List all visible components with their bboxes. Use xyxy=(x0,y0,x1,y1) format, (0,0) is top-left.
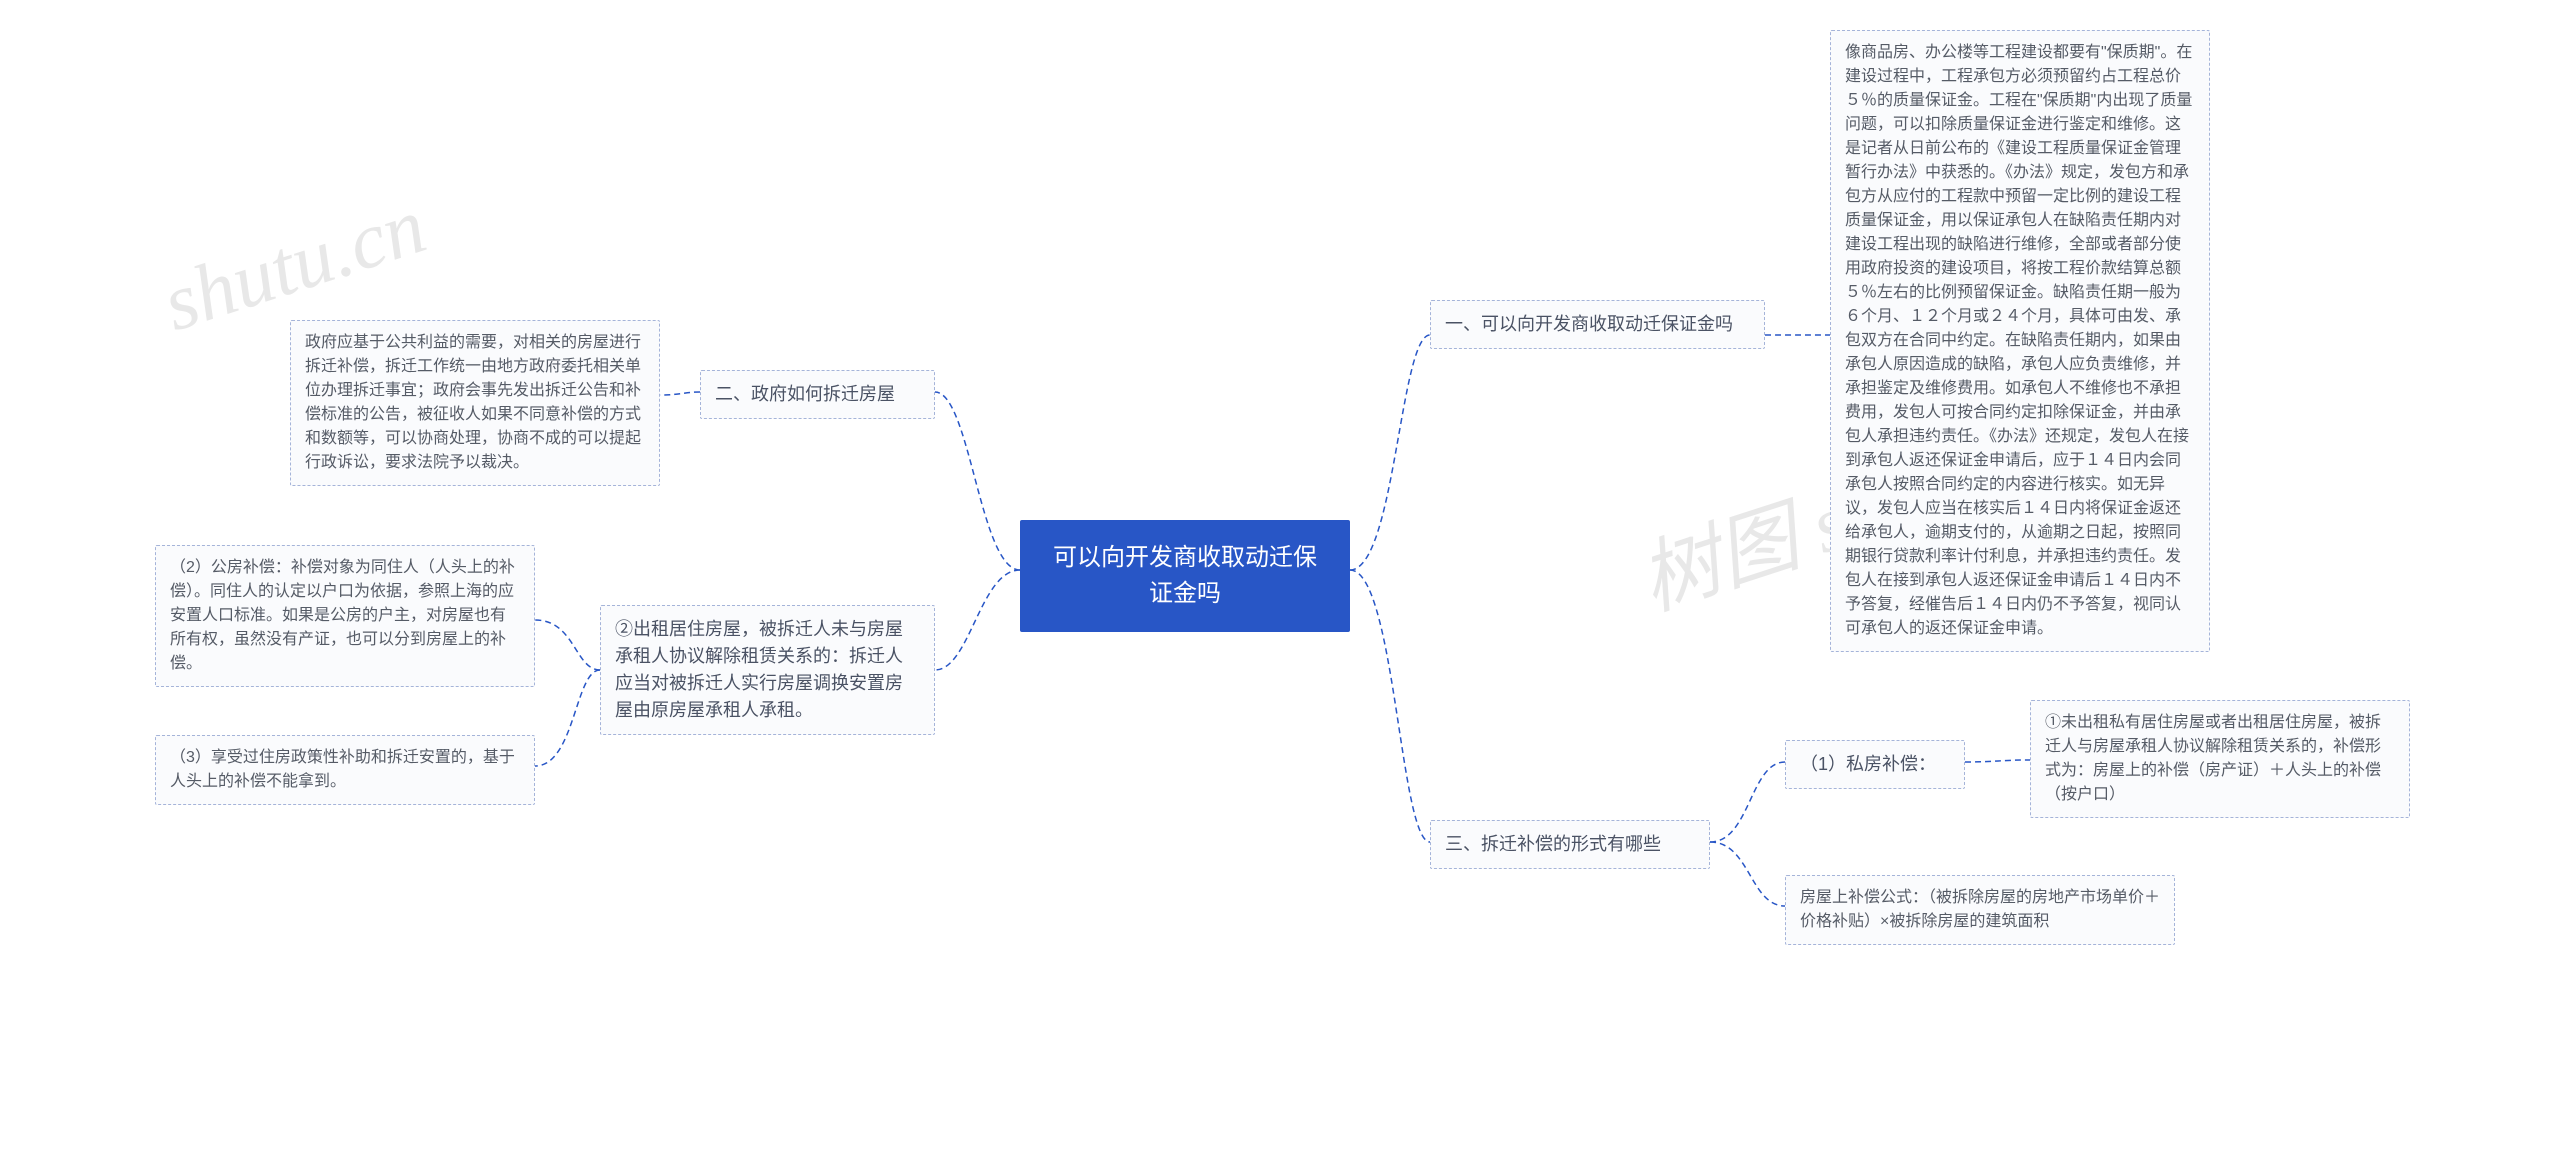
node-private-house-comp: （1）私房补偿： xyxy=(1785,740,1965,789)
branch-comp-forms: 三、拆迁补偿的形式有哪些 xyxy=(1430,820,1710,869)
branch-rental-house: ②出租居住房屋，被拆迁人未与房屋承租人协议解除租赁关系的：拆迁人应当对被拆迁人实… xyxy=(600,605,935,735)
branch-deposit-question: 一、可以向开发商收取动迁保证金吗 xyxy=(1430,300,1765,349)
leaf-private-comp-detail: ①未出租私有居住房屋或者出租居住房屋，被拆迁人与房屋承租人协议解除租赁关系的，补… xyxy=(2030,700,2410,818)
leaf-deposit-detail: 像商品房、办公楼等工程建设都要有"保质期"。在建设过程中，工程承包方必须预留约占… xyxy=(1830,30,2210,652)
root-node: 可以向开发商收取动迁保证金吗 xyxy=(1020,520,1350,632)
leaf-comp-formula: 房屋上补偿公式：（被拆除房屋的房地产市场单价＋价格补贴）×被拆除房屋的建筑面积 xyxy=(1785,875,2175,945)
leaf-policy-subsidy: （3）享受过住房政策性补助和拆迁安置的，基于人头上的补偿不能拿到。 xyxy=(155,735,535,805)
branch-gov-demolition: 二、政府如何拆迁房屋 xyxy=(700,370,935,419)
leaf-public-house-comp: （2）公房补偿：补偿对象为同住人（人头上的补偿）。同住人的认定以户口为依据，参照… xyxy=(155,545,535,687)
leaf-gov-demolition-desc: 政府应基于公共利益的需要，对相关的房屋进行拆迁补偿，拆迁工作统一由地方政府委托相… xyxy=(290,320,660,486)
